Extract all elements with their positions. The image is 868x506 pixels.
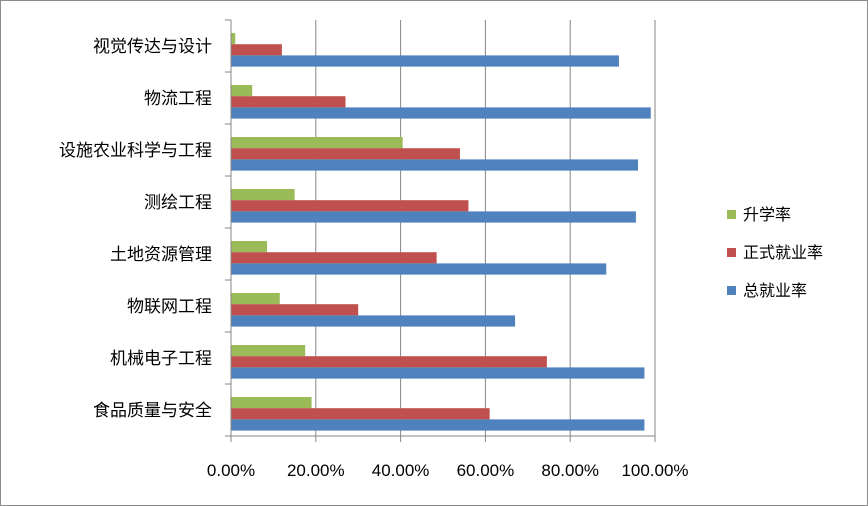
- bar: [231, 55, 619, 67]
- bar: [231, 241, 268, 253]
- bar: [231, 137, 403, 149]
- legend-label: 升学率: [743, 205, 791, 224]
- x-tick-label: 60.00%: [457, 461, 515, 480]
- bar: [231, 189, 295, 201]
- bar: [231, 44, 282, 56]
- x-tick-label: 80.00%: [541, 461, 599, 480]
- bar: [231, 408, 490, 420]
- bar: [231, 107, 651, 119]
- bar: [231, 263, 607, 275]
- bar: [231, 419, 645, 431]
- legend-swatch: [727, 286, 736, 295]
- bar: [231, 397, 312, 409]
- category-label: 食品质量与安全: [93, 401, 212, 421]
- bars: [231, 33, 651, 431]
- bar: [231, 200, 469, 212]
- bar: [231, 345, 306, 357]
- legend-label: 总就业率: [743, 281, 807, 300]
- category-label: 土地资源管理: [110, 245, 212, 265]
- category-label: 物流工程: [144, 89, 212, 109]
- x-tick-label: 100.00%: [621, 461, 688, 480]
- bar: [231, 356, 547, 368]
- bar: [231, 211, 636, 223]
- bar: [231, 367, 645, 379]
- bar: [231, 252, 437, 264]
- x-tick-label: 20.00%: [287, 461, 345, 480]
- bar: [231, 85, 253, 97]
- legend-swatch: [727, 248, 736, 257]
- x-tick-label: 40.00%: [372, 461, 430, 480]
- bar: [231, 33, 236, 45]
- bar: [231, 293, 280, 305]
- legend-label: 正式就业率: [743, 243, 823, 262]
- bar: [231, 159, 639, 171]
- legend-swatch: [727, 210, 736, 219]
- x-tick-label: 0.00%: [207, 461, 255, 480]
- bar: [231, 315, 516, 327]
- category-label: 测绘工程: [144, 193, 212, 213]
- bar: [231, 148, 460, 160]
- category-label: 设施农业科学与工程: [59, 141, 212, 161]
- category-label: 视觉传达与设计: [93, 37, 212, 57]
- x-tick-labels: 0.00% 20.00% 40.00% 60.00% 80.00% 100.00%: [207, 461, 689, 480]
- bar: [231, 304, 359, 316]
- axes: [225, 19, 656, 442]
- category-label: 机械电子工程: [110, 349, 212, 369]
- category-labels: 视觉传达与设计物流工程设施农业科学与工程测绘工程土地资源管理物联网工程机械电子工…: [59, 37, 212, 421]
- category-label: 物联网工程: [127, 297, 212, 317]
- bar: [231, 96, 346, 108]
